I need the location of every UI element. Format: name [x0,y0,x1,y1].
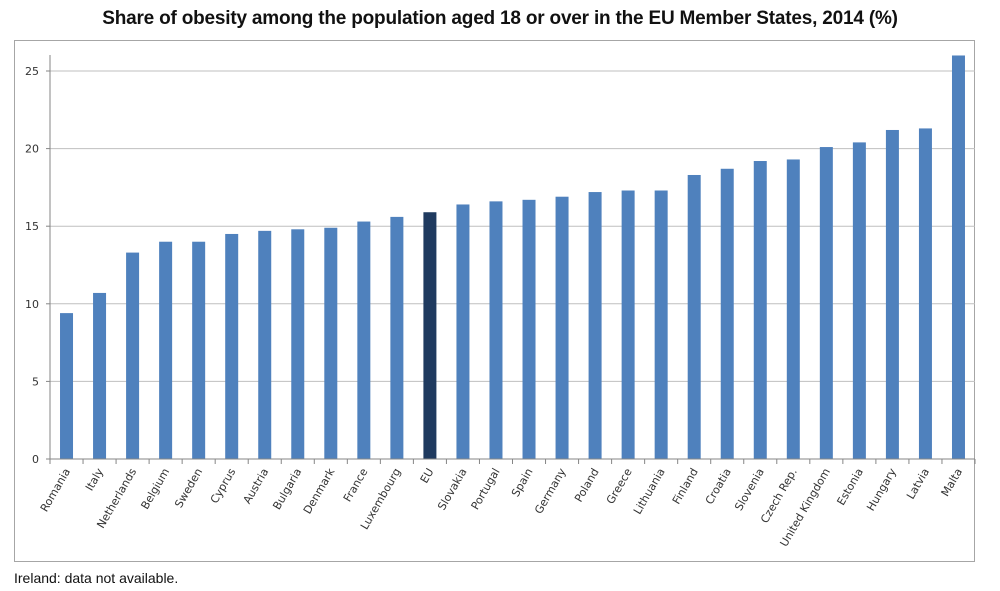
bar-malta [951,55,965,459]
gridlines [50,70,975,382]
bar-austria [258,230,272,459]
bars [60,55,965,460]
bar-czech-rep [786,159,800,460]
x-tick-label: EU [418,466,437,486]
x-tick-label: Romania [38,466,73,514]
bar-finland [687,174,701,459]
bar-bulgaria [291,229,305,459]
bar-estonia [852,142,866,459]
bar-greece [621,190,635,459]
x-tick-label: Spain [509,466,536,499]
x-tick-label: Croatia [703,466,734,507]
bar-latvia [918,128,932,459]
x-tick-label: Poland [572,466,602,504]
x-tick-label: Lithuania [631,466,668,517]
x-tick-label: Sweden [172,466,205,510]
x-tick-label: Bulgaria [270,466,304,512]
chart-title: Share of obesity among the population ag… [102,8,898,29]
y-tick-label: 10 [25,298,39,311]
x-tick-label: Latvia [904,466,932,502]
x-tick-label: Slovakia [435,466,469,512]
bar-portugal [489,201,503,460]
bar-spain [522,199,536,460]
bar-france [357,221,371,459]
bar-netherlands [126,252,140,459]
y-tick-label: 15 [25,220,39,233]
x-tick-label: Greece [604,466,635,507]
y-axis-ticks: 0 5 10 15 20 25 [25,65,50,466]
x-tick-label: Denmark [301,465,338,516]
bar-denmark [324,227,338,459]
chart-frame [14,40,975,562]
bar-poland [588,192,602,459]
bar-italy [93,292,107,459]
bar-sweden [192,241,206,459]
x-tick-label: Finland [670,466,701,507]
x-tick-label: France [341,466,371,504]
x-tick-label: Portugal [469,466,503,512]
bar-eu [423,212,437,459]
footnote: Ireland: data not available. [14,570,179,586]
y-tick-label: 5 [32,375,39,388]
x-tick-label: Italy [83,466,106,494]
x-tick-label: Belgium [138,466,172,512]
bar-romania [60,313,74,459]
bar-croatia [720,168,734,459]
y-tick-label: 0 [32,453,39,466]
x-tick-label: Germany [532,466,569,517]
bar-slovakia [456,204,470,459]
bar-germany [555,196,569,459]
x-tick-label: Cyprus [208,466,239,506]
bar-slovenia [753,161,767,460]
bar-cyprus [225,233,239,459]
y-tick-label: 25 [25,65,39,78]
x-tick-label: Hungary [864,466,899,514]
x-tick-label: Austria [241,466,272,506]
x-tick-label: Slovenia [732,466,767,513]
bar-hungary [885,129,899,459]
bar-united-kingdom [819,147,833,459]
bar-luxembourg [390,216,404,459]
bar-lithuania [654,190,668,459]
y-tick-label: 20 [25,143,39,156]
x-tick-label: Estonia [834,466,866,508]
bar-belgium [159,241,173,459]
x-tick-label: Malta [939,466,965,499]
axes [49,55,976,464]
